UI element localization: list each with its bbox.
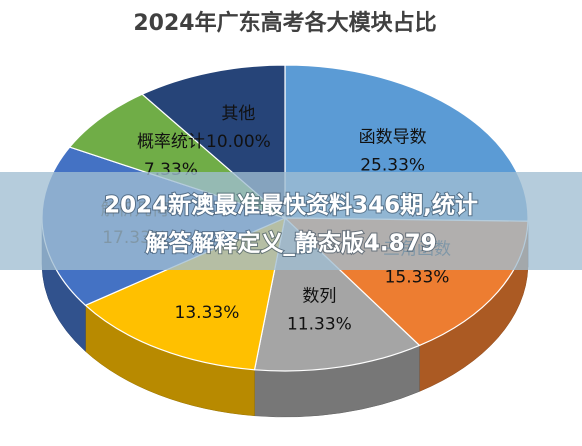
slice-value-label: 11.33% bbox=[287, 314, 352, 334]
slice-value-label: 25.33% bbox=[360, 156, 425, 176]
slice-value-label: 13.33% bbox=[175, 303, 240, 323]
slice-category-label: 其他 bbox=[221, 104, 255, 124]
slice-category-label: 数列 bbox=[302, 286, 336, 306]
slice-category-label: 函数导数 bbox=[359, 128, 427, 148]
chart-title: 2024年广东高考各大模块占比 bbox=[133, 10, 436, 36]
overlay-text: 解答解释定义_静态版4.879 bbox=[145, 230, 436, 257]
overlay-text: 2024新澳最准最快资料346期,统计 bbox=[104, 192, 478, 219]
slice-value-label: 15.33% bbox=[385, 268, 450, 288]
slice-category-label: 概率统计 bbox=[137, 132, 205, 152]
overlay-banner bbox=[0, 172, 582, 270]
slice-value-label: 10.00% bbox=[206, 132, 271, 152]
